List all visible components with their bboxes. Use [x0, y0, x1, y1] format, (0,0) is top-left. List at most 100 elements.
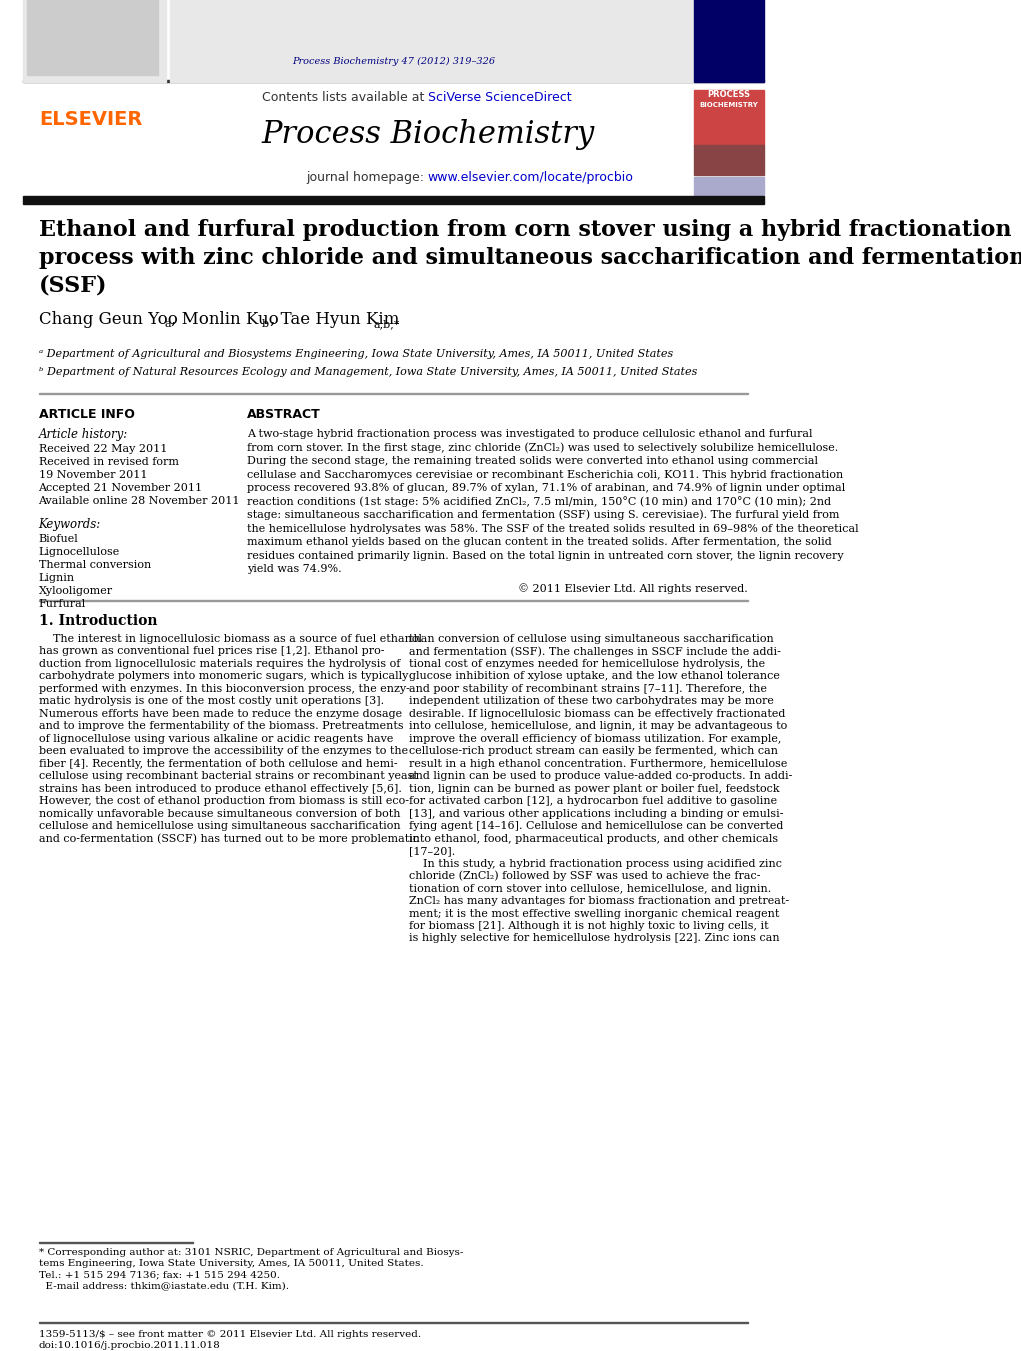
Text: glucose inhibition of xylose uptake, and the low ethanol tolerance: glucose inhibition of xylose uptake, and…: [408, 671, 780, 681]
Text: stage: simultaneous saccharification and fermentation (SSF) using S. cerevisiae): stage: simultaneous saccharification and…: [247, 509, 839, 520]
Text: performed with enzymes. In this bioconversion process, the enzy-: performed with enzymes. In this bioconve…: [39, 684, 409, 694]
Text: fying agent [14–16]. Cellulose and hemicellulose can be converted: fying agent [14–16]. Cellulose and hemic…: [408, 821, 783, 831]
Text: The interest in lignocellulosic biomass as a source of fuel ethanol: The interest in lignocellulosic biomass …: [39, 634, 422, 644]
Text: , Tae Hyun Kim: , Tae Hyun Kim: [270, 311, 399, 328]
Text: reaction conditions (1st stage: 5% acidified ZnCl₂, 7.5 ml/min, 150°C (10 min) a: reaction conditions (1st stage: 5% acidi…: [247, 496, 831, 507]
Text: ZnCl₂ has many advantages for biomass fractionation and pretreat-: ZnCl₂ has many advantages for biomass fr…: [408, 896, 789, 907]
Text: carbohydrate polymers into monomeric sugars, which is typically: carbohydrate polymers into monomeric sug…: [39, 671, 408, 681]
Bar: [694, 0, 764, 82]
Bar: [39, 393, 748, 394]
Text: and fermentation (SSF). The challenges in SSCF include the addi-: and fermentation (SSF). The challenges i…: [408, 646, 780, 657]
Text: Chang Geun Yoo: Chang Geun Yoo: [39, 311, 178, 328]
Text: Accepted 21 November 2011: Accepted 21 November 2011: [39, 484, 203, 493]
Text: * Corresponding author at: 3101 NSRIC, Department of Agricultural and Biosys-: * Corresponding author at: 3101 NSRIC, D…: [39, 1248, 463, 1258]
Bar: [27, 0, 158, 74]
Text: [17–20].: [17–20].: [408, 846, 455, 857]
Text: desirable. If lignocellulosic biomass can be effectively fractionated: desirable. If lignocellulosic biomass ca…: [408, 709, 785, 719]
Text: ARTICLE INFO: ARTICLE INFO: [39, 408, 135, 420]
Text: 1359-5113/$ – see front matter © 2011 Elsevier Ltd. All rights reserved.: 1359-5113/$ – see front matter © 2011 El…: [39, 1331, 421, 1339]
Text: chloride (ZnCl₂) followed by SSF was used to achieve the frac-: chloride (ZnCl₂) followed by SSF was use…: [408, 871, 761, 881]
Text: , Monlin Kuo: , Monlin Kuo: [172, 311, 279, 328]
Text: cellulose and hemicellulose using simultaneous saccharification: cellulose and hemicellulose using simult…: [39, 821, 400, 831]
Text: Biofuel: Biofuel: [39, 534, 79, 544]
Bar: [23, 80, 764, 82]
Bar: [39, 600, 748, 601]
Text: A two-stage hybrid fractionation process was investigated to produce cellulosic : A two-stage hybrid fractionation process…: [247, 430, 813, 439]
Bar: [23, 196, 764, 204]
Text: the hemicellulose hydrolysates was 58%. The SSF of the treated solids resulted i: the hemicellulose hydrolysates was 58%. …: [247, 524, 859, 534]
Text: for biomass [21]. Although it is not highly toxic to living cells, it: for biomass [21]. Although it is not hig…: [408, 921, 768, 931]
Text: a: a: [164, 319, 171, 330]
Text: Xylooligomer: Xylooligomer: [39, 586, 112, 596]
Text: ᵃ Department of Agricultural and Biosystems Engineering, Iowa State University, : ᵃ Department of Agricultural and Biosyst…: [39, 350, 673, 359]
Text: has grown as conventional fuel prices rise [1,2]. Ethanol pro-: has grown as conventional fuel prices ri…: [39, 646, 384, 657]
Text: maximum ethanol yields based on the glucan content in the treated solids. After : maximum ethanol yields based on the gluc…: [247, 538, 831, 547]
Text: and poor stability of recombinant strains [7–11]. Therefore, the: and poor stability of recombinant strain…: [408, 684, 767, 694]
Text: SciVerse ScienceDirect: SciVerse ScienceDirect: [428, 92, 572, 104]
Text: ment; it is the most effective swelling inorganic chemical reagent: ment; it is the most effective swelling …: [408, 908, 779, 919]
Text: ELSEVIER: ELSEVIER: [39, 111, 143, 130]
Text: is highly selective for hemicellulose hydrolysis [22]. Zinc ions can: is highly selective for hemicellulose hy…: [408, 934, 779, 943]
Text: been evaluated to improve the accessibility of the enzymes to the: been evaluated to improve the accessibil…: [39, 746, 407, 757]
Text: from corn stover. In the first stage, zinc chloride (ZnCl₂) was used to selectiv: from corn stover. In the first stage, zi…: [247, 443, 838, 453]
Text: doi:10.1016/j.procbio.2011.11.018: doi:10.1016/j.procbio.2011.11.018: [39, 1342, 221, 1350]
Text: tionation of corn stover into cellulose, hemicellulose, and lignin.: tionation of corn stover into cellulose,…: [408, 884, 771, 893]
Text: journal homepage:: journal homepage:: [306, 172, 428, 184]
Text: Received in revised form: Received in revised form: [39, 457, 179, 467]
Text: Tel.: +1 515 294 7136; fax: +1 515 294 4250.: Tel.: +1 515 294 7136; fax: +1 515 294 4…: [39, 1270, 280, 1279]
Text: improve the overall efficiency of biomass utilization. For example,: improve the overall efficiency of biomas…: [408, 734, 781, 744]
Text: © 2011 Elsevier Ltd. All rights reserved.: © 2011 Elsevier Ltd. All rights reserved…: [519, 584, 748, 594]
Text: 19 November 2011: 19 November 2011: [39, 470, 147, 480]
Text: E-mail address: thkim@iastate.edu (T.H. Kim).: E-mail address: thkim@iastate.edu (T.H. …: [39, 1281, 289, 1290]
Text: tems Engineering, Iowa State University, Ames, IA 50011, United States.: tems Engineering, Iowa State University,…: [39, 1259, 423, 1269]
Text: Ethanol and furfural production from corn stover using a hybrid fractionation: Ethanol and furfural production from cor…: [39, 219, 1011, 240]
Text: Lignocellulose: Lignocellulose: [39, 547, 119, 557]
Text: ABSTRACT: ABSTRACT: [247, 408, 321, 420]
Text: residues contained primarily lignin. Based on the total lignin in untreated corn: residues contained primarily lignin. Bas…: [247, 551, 843, 561]
Text: Contents lists available at: Contents lists available at: [261, 92, 428, 104]
Bar: [169, 0, 694, 82]
Text: ᵇ Department of Natural Resources Ecology and Management, Iowa State University,: ᵇ Department of Natural Resources Ecolog…: [39, 367, 697, 377]
Text: process with zinc chloride and simultaneous saccharification and fermentation: process with zinc chloride and simultane…: [39, 247, 1021, 269]
Text: duction from lignocellulosic materials requires the hydrolysis of: duction from lignocellulosic materials r…: [39, 659, 400, 669]
Text: Process Biochemistry: Process Biochemistry: [261, 119, 594, 150]
Text: independent utilization of these two carbohydrates may be more: independent utilization of these two car…: [408, 696, 774, 707]
Text: www.elsevier.com/locate/procbio: www.elsevier.com/locate/procbio: [428, 172, 634, 184]
Text: of lignocellulose using various alkaline or acidic reagents have: of lignocellulose using various alkaline…: [39, 734, 393, 744]
Text: (SSF): (SSF): [39, 274, 107, 296]
Text: Received 22 May 2011: Received 22 May 2011: [39, 444, 166, 454]
Text: and to improve the fermentability of the biomass. Pretreatments: and to improve the fermentability of the…: [39, 721, 403, 731]
Text: cellulose-rich product stream can easily be fermented, which can: cellulose-rich product stream can easily…: [408, 746, 778, 757]
Bar: [694, 177, 764, 195]
Text: result in a high ethanol concentration. Furthermore, hemicellulose: result in a high ethanol concentration. …: [408, 759, 787, 769]
Text: process recovered 93.8% of glucan, 89.7% of xylan, 71.1% of arabinan, and 74.9% : process recovered 93.8% of glucan, 89.7%…: [247, 484, 845, 493]
Text: Available online 28 November 2011: Available online 28 November 2011: [39, 496, 240, 507]
Bar: [694, 145, 764, 174]
Text: into cellulose, hemicellulose, and lignin, it may be advantageous to: into cellulose, hemicellulose, and ligni…: [408, 721, 787, 731]
Text: Article history:: Article history:: [39, 428, 128, 440]
Text: cellulase and Saccharomyces cerevisiae or recombinant Escherichia coli, KO11. Th: cellulase and Saccharomyces cerevisiae o…: [247, 470, 843, 480]
Bar: [694, 91, 764, 145]
Text: 1. Introduction: 1. Introduction: [39, 613, 157, 628]
Text: tion, lignin can be burned as power plant or boiler fuel, feedstock: tion, lignin can be burned as power plan…: [408, 784, 779, 794]
Text: than conversion of cellulose using simultaneous saccharification: than conversion of cellulose using simul…: [408, 634, 774, 644]
Text: tional cost of enzymes needed for hemicellulose hydrolysis, the: tional cost of enzymes needed for hemice…: [408, 659, 765, 669]
Text: BIOCHEMISTRY: BIOCHEMISTRY: [699, 101, 758, 108]
Text: matic hydrolysis is one of the most costly unit operations [3].: matic hydrolysis is one of the most cost…: [39, 696, 384, 707]
Text: Lignin: Lignin: [39, 573, 75, 584]
Text: yield was 74.9%.: yield was 74.9%.: [247, 565, 341, 574]
Text: and co-fermentation (SSCF) has turned out to be more problematic: and co-fermentation (SSCF) has turned ou…: [39, 834, 419, 844]
Text: Furfural: Furfural: [39, 598, 86, 609]
Text: However, the cost of ethanol production from biomass is still eco-: However, the cost of ethanol production …: [39, 796, 408, 807]
Text: Thermal conversion: Thermal conversion: [39, 561, 151, 570]
Text: [13], and various other applications including a binding or emulsi-: [13], and various other applications inc…: [408, 809, 783, 819]
Text: for activated carbon [12], a hydrocarbon fuel additive to gasoline: for activated carbon [12], a hydrocarbon…: [408, 796, 777, 807]
Text: In this study, a hybrid fractionation process using acidified zinc: In this study, a hybrid fractionation pr…: [408, 859, 782, 869]
Text: cellulose using recombinant bacterial strains or recombinant yeast: cellulose using recombinant bacterial st…: [39, 771, 418, 781]
Text: nomically unfavorable because simultaneous conversion of both: nomically unfavorable because simultaneo…: [39, 809, 400, 819]
Text: fiber [4]. Recently, the fermentation of both cellulose and hemi-: fiber [4]. Recently, the fermentation of…: [39, 759, 397, 769]
Text: Process Biochemistry 47 (2012) 319–326: Process Biochemistry 47 (2012) 319–326: [292, 57, 495, 66]
Text: strains has been introduced to produce ethanol effectively [5,6].: strains has been introduced to produce e…: [39, 784, 401, 794]
Bar: [23, 0, 165, 82]
Text: b: b: [262, 319, 270, 330]
